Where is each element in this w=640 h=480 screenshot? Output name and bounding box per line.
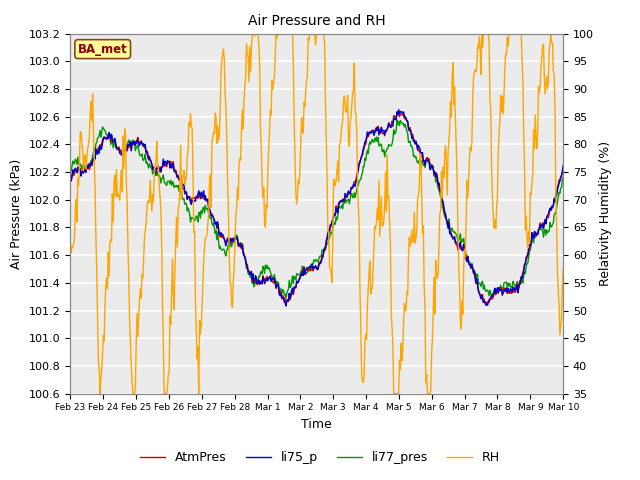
li77_pres bbox=[439, 205, 447, 211]
Line: RH: RH bbox=[70, 34, 563, 394]
li75_p bbox=[395, 107, 403, 113]
RH bbox=[249, 31, 257, 36]
AtmPres bbox=[395, 108, 403, 114]
AtmPres bbox=[291, 284, 298, 290]
li75_p bbox=[193, 194, 201, 200]
RH bbox=[155, 165, 163, 171]
li77_pres bbox=[397, 120, 405, 125]
AtmPres bbox=[397, 110, 405, 116]
AtmPres bbox=[358, 154, 365, 159]
li77_pres bbox=[67, 168, 74, 174]
li77_pres bbox=[393, 117, 401, 123]
RH bbox=[559, 266, 567, 272]
li75_p bbox=[291, 284, 298, 290]
AtmPres bbox=[439, 199, 447, 205]
li77_pres bbox=[559, 174, 567, 180]
li75_p bbox=[282, 303, 290, 309]
Legend: AtmPres, li75_p, li77_pres, RH: AtmPres, li75_p, li77_pres, RH bbox=[135, 446, 505, 469]
li75_p bbox=[439, 199, 447, 204]
RH bbox=[67, 240, 74, 246]
Line: AtmPres: AtmPres bbox=[70, 111, 563, 306]
Y-axis label: Relativity Humidity (%): Relativity Humidity (%) bbox=[600, 141, 612, 286]
Y-axis label: Air Pressure (kPa): Air Pressure (kPa) bbox=[10, 158, 23, 269]
li77_pres bbox=[154, 169, 161, 175]
AtmPres bbox=[193, 194, 201, 200]
li77_pres bbox=[291, 274, 298, 279]
X-axis label: Time: Time bbox=[301, 418, 332, 431]
RH bbox=[194, 344, 202, 350]
Line: li77_pres: li77_pres bbox=[70, 120, 563, 298]
li77_pres bbox=[282, 295, 290, 301]
li77_pres bbox=[193, 215, 201, 220]
Title: Air Pressure and RH: Air Pressure and RH bbox=[248, 14, 386, 28]
li75_p bbox=[358, 153, 365, 159]
li77_pres bbox=[358, 172, 365, 178]
li75_p bbox=[559, 162, 567, 168]
AtmPres bbox=[559, 165, 567, 171]
RH bbox=[439, 164, 447, 170]
AtmPres bbox=[154, 162, 161, 168]
AtmPres bbox=[67, 179, 74, 185]
li75_p bbox=[397, 108, 405, 114]
li75_p bbox=[67, 177, 74, 183]
RH bbox=[96, 391, 104, 396]
Text: BA_met: BA_met bbox=[78, 43, 127, 56]
RH bbox=[397, 340, 405, 346]
Line: li75_p: li75_p bbox=[70, 110, 563, 306]
RH bbox=[291, 153, 299, 159]
AtmPres bbox=[282, 303, 290, 309]
RH bbox=[358, 379, 366, 384]
li75_p bbox=[154, 165, 161, 171]
